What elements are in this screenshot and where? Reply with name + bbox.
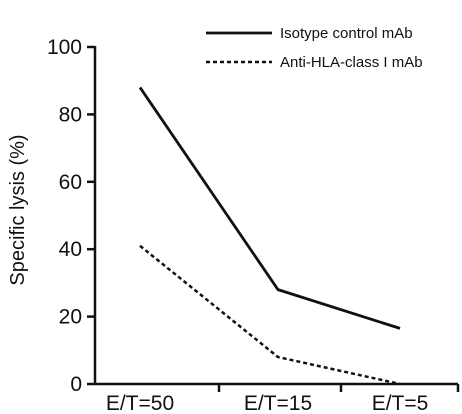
y-tick-label: 100 [47,36,82,59]
y-tick-label: 80 [59,103,82,126]
x-tick-label: E/T=5 [372,392,429,414]
series-line-2 [139,244,401,386]
x-tick-label: E/T=15 [244,392,312,414]
y-tick-label: 40 [59,238,82,261]
y-axis: 0 20 40 60 80 100 [47,36,97,396]
y-tick-label: 20 [59,306,82,329]
series-line-1 [138,86,401,330]
legend: Isotype control mAb Anti-HLA-class I mAb [206,25,423,71]
series-lines [138,86,401,386]
y-tick-label: 60 [59,171,82,194]
legend-label-1: Isotype control mAb [280,25,413,42]
x-tick-label: E/T=50 [106,392,174,414]
y-tick-label: 0 [70,373,82,396]
y-axis-title: Specific lysis (%) [7,134,29,285]
x-axis: E/T=50 E/T=15 E/T=5 [94,382,460,414]
legend-label-2: Anti-HLA-class I mAb [280,54,423,71]
